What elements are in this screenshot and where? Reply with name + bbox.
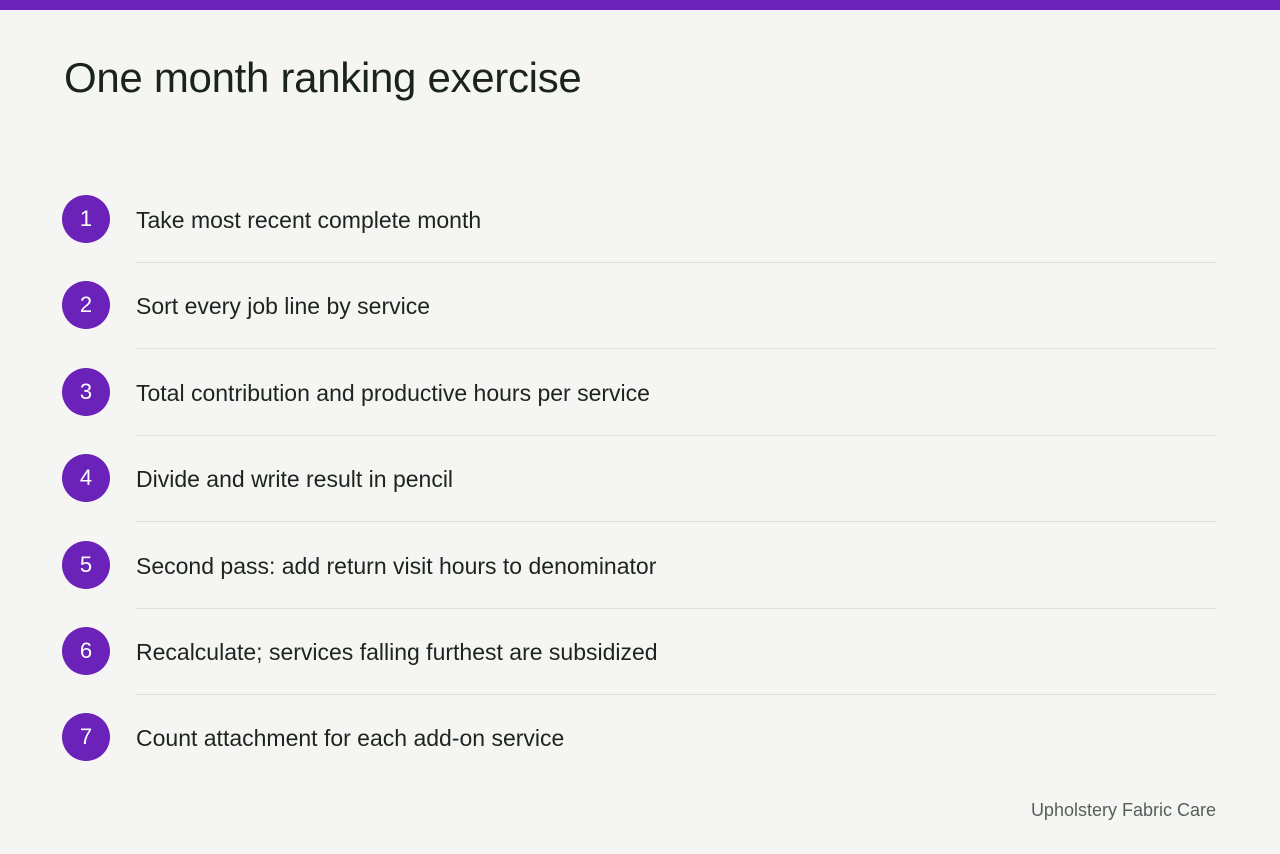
divider [136,693,1216,695]
step-number-badge: 7 [62,713,110,762]
divider [136,607,1216,609]
step-text: Divide and write result in pencil [136,466,454,493]
list-item-step-2: 2 Sort every job line by service [62,262,1216,350]
list-item-step-6: 6 Recalculate; services falling furthest… [62,608,1216,695]
list-item-step-1: 1 Take most recent complete month [62,176,1216,263]
step-text: Sort every job line by service [136,293,431,320]
divider [136,348,1216,350]
list-item-step-4: 4 Divide and write result in pencil [62,435,1216,523]
step-text: Total contribution and productive hours … [136,379,650,406]
step-text: Recalculate; services falling furthest a… [136,638,658,665]
list-item-step-5: 5 Second pass: add return visit hours to… [62,522,1216,609]
step-number-badge: 4 [62,454,110,503]
step-number-badge: 3 [62,367,110,416]
divider [136,521,1216,523]
footer-brand-label: Upholstery Fabric Care [1030,800,1216,820]
step-text: Count attachment for each add-on service [136,725,565,752]
divider [136,262,1216,263]
divider [136,434,1216,436]
step-text: Second pass: add return visit hours to d… [136,552,657,579]
step-number-badge: 1 [62,195,110,243]
list-item-step-3: 3 Total contribution and productive hour… [62,349,1216,436]
step-number-badge: 6 [62,626,110,675]
top-accent-bar [0,0,1280,10]
step-number-badge: 2 [62,281,110,330]
step-text: Take most recent complete month [136,207,482,233]
steps-list: 1 Take most recent complete month 2 Sort… [62,176,1216,781]
step-number-badge: 5 [62,540,110,589]
page-title: One month ranking exercise [64,54,582,101]
list-item-step-7: 7 Count attachment for each add-on servi… [62,694,1216,780]
